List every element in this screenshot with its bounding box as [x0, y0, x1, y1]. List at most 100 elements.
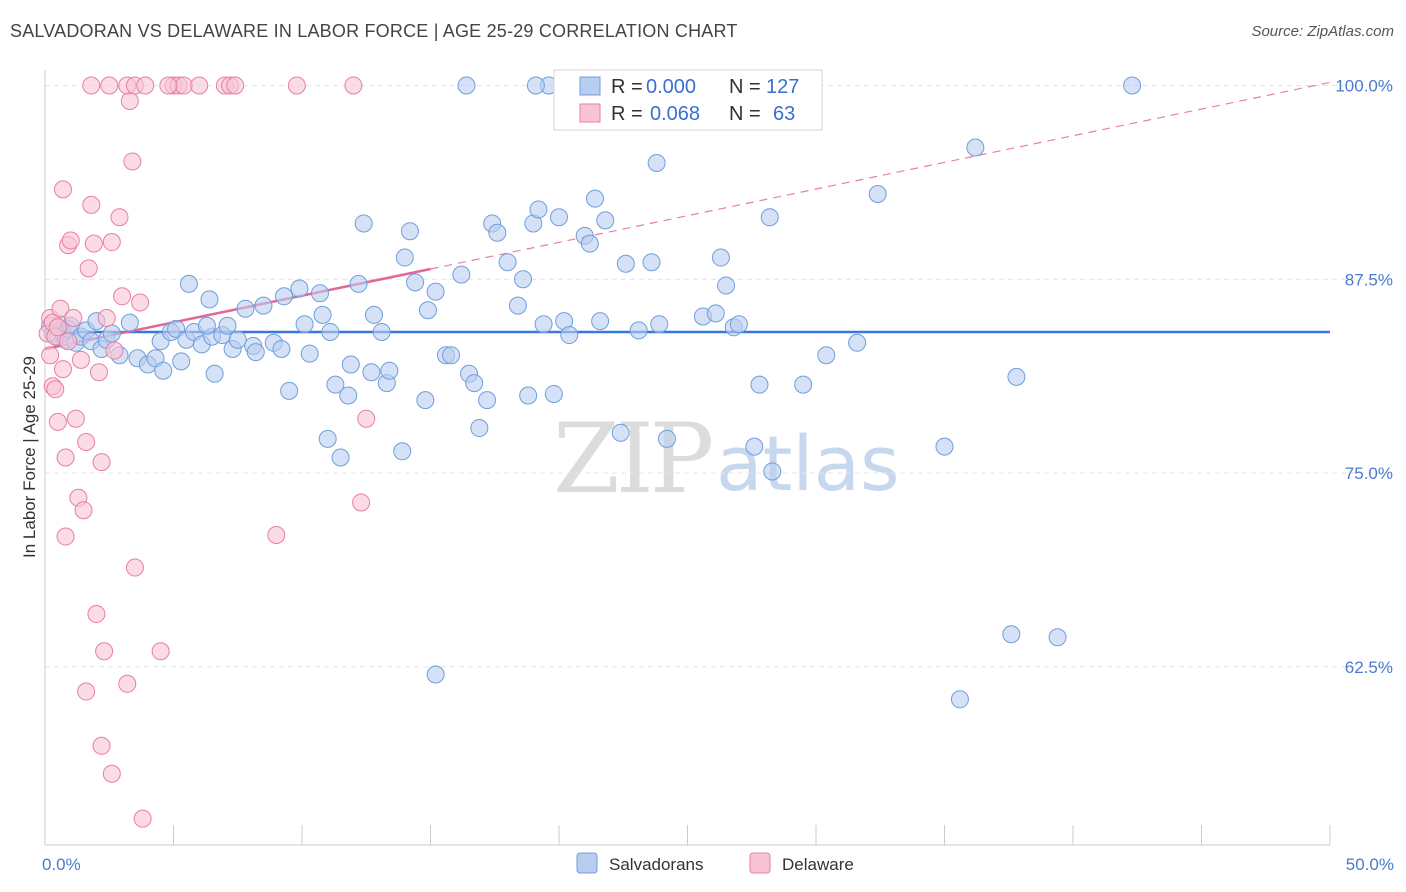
salvadorans-point — [717, 276, 736, 295]
salvadorans-point — [416, 391, 435, 410]
salvadorans-point — [498, 253, 517, 272]
salvadorans-point — [236, 299, 255, 318]
stats-r-value-2: 0.068 — [650, 103, 700, 125]
delaware-point — [357, 409, 376, 428]
delaware-point — [118, 674, 137, 693]
delaware-point — [79, 259, 98, 278]
salvadorans-point — [457, 76, 476, 95]
salvadorans-point — [228, 330, 247, 349]
salvadorans-point — [254, 296, 273, 315]
salvadorans-point — [585, 189, 604, 208]
salvadorans-point — [729, 315, 748, 334]
delaware-point — [113, 287, 132, 306]
scatter-points — [38, 76, 1142, 828]
delaware-point — [48, 412, 67, 431]
delaware-point — [82, 76, 101, 95]
delaware-point — [92, 736, 111, 755]
salvadorans-point — [534, 315, 553, 334]
delaware-point — [56, 448, 75, 467]
stats-r-value-1: 0.000 — [646, 76, 696, 98]
legend-swatch-delaware — [749, 852, 771, 874]
stats-swatch-delaware — [579, 103, 601, 123]
salvadorans-point — [1007, 367, 1026, 386]
delaware-point — [131, 293, 150, 312]
legend-label-salvadorans: Salvadorans — [609, 855, 704, 874]
salvadorans-point — [418, 301, 437, 320]
legend-label-delaware: Delaware — [782, 855, 854, 874]
salvadorans-point — [246, 343, 265, 362]
salvadorans-point — [406, 273, 425, 292]
salvadorans-point — [470, 419, 489, 438]
salvadorans-point — [120, 313, 139, 332]
salvadorans-point — [868, 185, 887, 203]
salvadorans-point — [426, 282, 445, 301]
salvadorans-point — [514, 270, 533, 289]
watermark-atlas: atlas — [716, 419, 900, 508]
salvadorans-point — [349, 274, 368, 293]
salvadorans-point — [179, 274, 198, 293]
y-tick-label: 75.0% — [1345, 464, 1393, 483]
salvadorans-point — [295, 315, 314, 334]
salvadorans-point — [711, 248, 730, 267]
series-salvadorans — [41, 76, 1142, 709]
stats-r-label-1: R = — [611, 76, 643, 98]
delaware-point — [110, 208, 129, 227]
salvadorans-point — [426, 665, 445, 684]
y-tick-label: 62.5% — [1345, 658, 1393, 677]
salvadorans-point — [544, 384, 563, 403]
salvadorans-point — [763, 462, 782, 481]
delaware-point — [97, 309, 116, 327]
salvadorans-point — [580, 234, 599, 253]
delaware-point — [64, 309, 83, 327]
delaware-point — [61, 231, 80, 250]
salvadorans-point — [591, 312, 610, 331]
delaware-point — [133, 809, 152, 828]
salvadorans-point — [642, 253, 661, 272]
delaware-point — [74, 501, 93, 520]
salvadorans-point — [326, 375, 345, 394]
delaware-point — [123, 152, 142, 171]
salvadorans-point — [526, 76, 545, 95]
delaware-point — [159, 76, 178, 95]
delaware-point — [151, 642, 170, 661]
salvadorans-point — [313, 305, 332, 324]
salvadorans-point — [205, 364, 224, 383]
salvadorans-point — [1002, 625, 1021, 644]
salvadorans-point — [465, 374, 484, 393]
stats-box: R = 0.000 N = 127 R = 0.068 N = 63 — [553, 69, 823, 131]
salvadorans-point — [442, 346, 461, 365]
salvadorans-point — [310, 284, 329, 303]
salvadorans-point — [354, 214, 373, 233]
delaware-point — [41, 346, 60, 365]
salvadorans-point — [817, 346, 836, 365]
salvadorans-point — [848, 333, 867, 352]
y-tick-label: 87.5% — [1345, 270, 1393, 289]
salvadorans-point — [616, 254, 635, 273]
salvadorans-point — [650, 315, 669, 334]
salvadorans-point — [218, 316, 237, 335]
delaware-point — [352, 493, 371, 512]
delaware-point — [287, 76, 306, 95]
delaware-point — [174, 76, 193, 95]
salvadorans-point — [393, 442, 412, 461]
watermark-zip: ZIP — [553, 403, 712, 515]
salvadorans-point — [519, 386, 538, 405]
delaware-point — [77, 433, 96, 451]
tick-labels: 100.0% 87.5% 75.0% 62.5% 0.0% 50.0% — [42, 77, 1394, 875]
salvadorans-point — [760, 208, 779, 227]
stats-n-value-1: 127 — [766, 76, 799, 98]
salvadorans-point — [200, 290, 219, 309]
salvadorans-point — [529, 200, 548, 219]
salvadorans-point — [275, 287, 294, 306]
stats-n-label-1: N = — [729, 76, 761, 98]
delaware-point — [100, 76, 119, 95]
axes — [44, 70, 1331, 846]
delaware-point — [190, 76, 209, 95]
salvadorans-point — [750, 375, 769, 394]
delaware-point — [120, 92, 139, 110]
salvadorans-point — [102, 324, 121, 343]
stats-r-label-2: R = — [611, 103, 643, 125]
salvadorans-point — [488, 223, 507, 242]
salvadorans-point — [550, 208, 568, 227]
grid-lines — [45, 85, 1392, 668]
